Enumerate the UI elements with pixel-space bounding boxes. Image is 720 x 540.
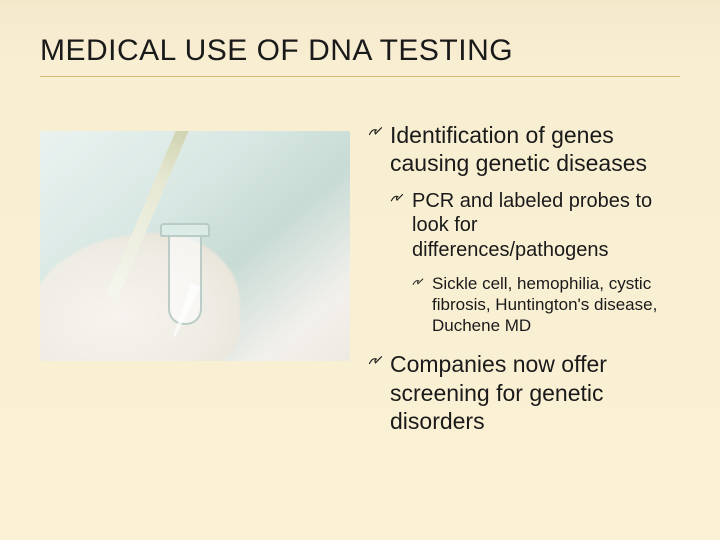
bullet-level3: Sickle cell, hemophilia, cystic fibrosis… [412, 274, 676, 336]
swoosh-icon [412, 276, 424, 288]
bullet-text: Identification of genes causing genetic … [390, 122, 647, 176]
bullet-text: Companies now offer screening for geneti… [390, 351, 607, 433]
bullet-level1: Companies now offer screening for geneti… [368, 350, 676, 434]
swoosh-icon [390, 191, 404, 205]
tube-cap-shape [160, 223, 210, 237]
swoosh-icon [368, 124, 383, 139]
image-placeholder [40, 131, 350, 361]
text-column: Identification of genes causing genetic … [368, 121, 680, 447]
hand-shape [40, 233, 240, 361]
swoosh-icon [368, 353, 383, 368]
content-row: Identification of genes causing genetic … [40, 121, 680, 447]
slide-title: MEDICAL USE OF DNA TESTING [40, 34, 680, 77]
bullet-text: Sickle cell, hemophilia, cystic fibrosis… [432, 274, 657, 334]
bullet-text: PCR and labeled probes to look for diffe… [412, 190, 652, 261]
slide: MEDICAL USE OF DNA TESTING Identificatio… [0, 0, 720, 540]
bullet-level2: PCR and labeled probes to look for diffe… [390, 189, 676, 262]
bullet-level1: Identification of genes causing genetic … [368, 121, 676, 177]
